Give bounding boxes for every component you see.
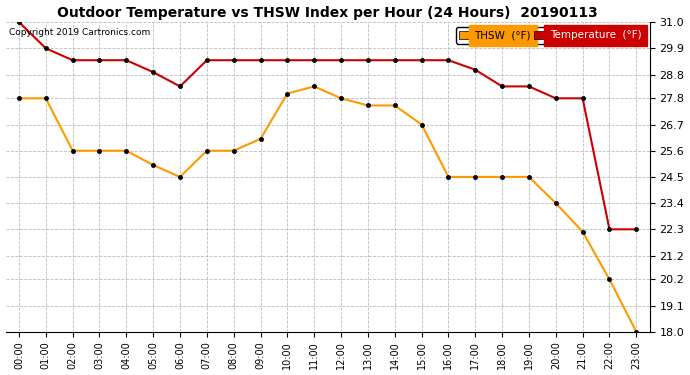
Text: Copyright 2019 Cartronics.com: Copyright 2019 Cartronics.com [9,28,150,37]
Title: Outdoor Temperature vs THSW Index per Hour (24 Hours)  20190113: Outdoor Temperature vs THSW Index per Ho… [57,6,598,20]
Legend: THSW  (°F), Temperature  (°F): THSW (°F), Temperature (°F) [456,27,644,44]
